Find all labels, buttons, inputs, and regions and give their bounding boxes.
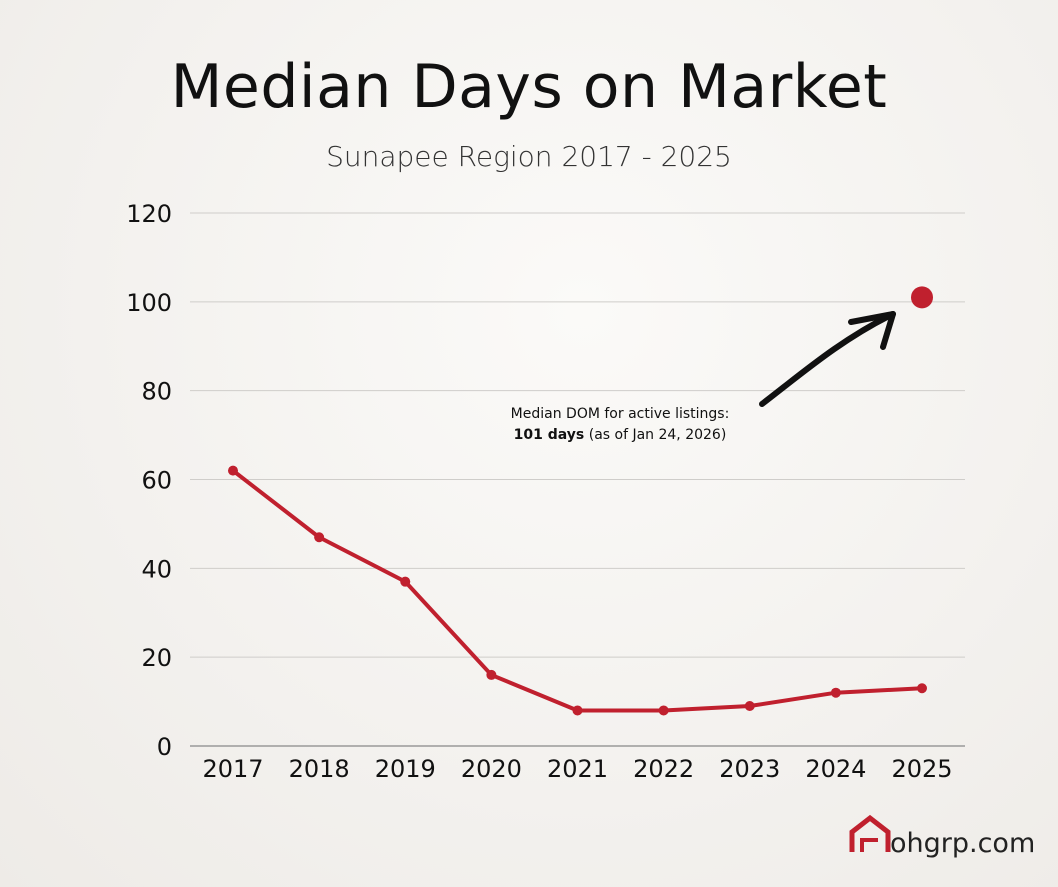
chart-title: Median Days on Market xyxy=(170,52,888,122)
y-tick-label: 100 xyxy=(126,289,172,317)
data-point xyxy=(917,683,927,694)
data-point xyxy=(658,705,669,716)
data-point xyxy=(314,532,325,543)
x-tick-label: 2017 xyxy=(202,755,263,783)
data-point xyxy=(572,705,583,716)
x-tick-label: 2024 xyxy=(805,755,866,783)
data-point xyxy=(830,687,841,698)
data-point xyxy=(400,576,411,587)
highlight-point xyxy=(911,286,933,309)
x-tick-label: 2022 xyxy=(633,755,694,783)
x-tick-label: 2018 xyxy=(289,755,350,783)
arrow-head-icon xyxy=(848,311,896,350)
x-tick-label: 2020 xyxy=(461,755,522,783)
annotation-rest: (as of Jan 24, 2026) xyxy=(584,427,727,443)
house-logo-icon xyxy=(849,814,891,852)
x-tick-label: 2021 xyxy=(547,755,608,783)
brand-logo[interactable]: ohgrp.com xyxy=(848,812,1038,859)
x-tick-label: 2019 xyxy=(375,755,436,783)
series-line xyxy=(231,468,924,713)
annotation: Median DOM for active listings: 101 days… xyxy=(470,404,770,446)
annotation-arrow xyxy=(759,311,896,407)
y-tick-label: 0 xyxy=(157,733,172,761)
logo-text: ohgrp.com xyxy=(890,828,1036,859)
annotation-line1: Median DOM for active listings: xyxy=(510,406,730,422)
y-tick-label: 80 xyxy=(141,378,172,406)
y-tick-label: 40 xyxy=(141,555,172,583)
data-point xyxy=(744,701,755,712)
y-tick-label: 120 xyxy=(126,200,172,228)
y-tick-label: 20 xyxy=(141,644,172,672)
chart-subtitle: Sunapee Region 2017 - 2025 xyxy=(326,140,732,173)
data-point xyxy=(228,465,238,476)
annotation-bold: 101 days xyxy=(513,427,585,443)
y-tick-label: 60 xyxy=(141,467,172,495)
data-point xyxy=(486,669,497,680)
x-tick-label: 2025 xyxy=(891,755,952,783)
x-tick-label: 2023 xyxy=(719,755,780,783)
